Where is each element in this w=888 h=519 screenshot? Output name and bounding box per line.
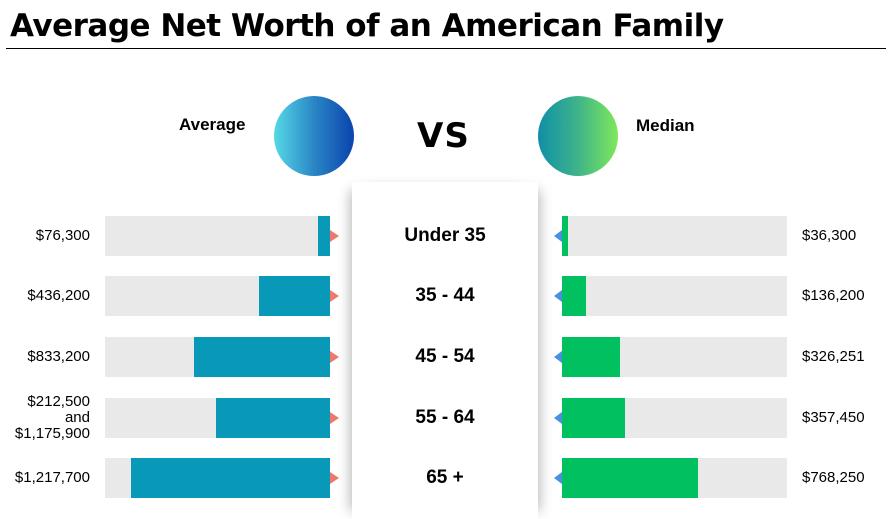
median-marker	[554, 412, 562, 424]
median-marker	[554, 290, 562, 302]
average-header-label: Average	[179, 115, 246, 134]
median-marker	[554, 472, 562, 484]
average-value-line: $1,217,700	[14, 469, 90, 486]
vs-label: VS	[417, 116, 470, 156]
median-bar	[562, 398, 625, 438]
category-label: Under 35	[404, 225, 486, 246]
chart-title: Average Net Worth of an American Family	[10, 8, 724, 44]
category-label: 55 - 64	[415, 407, 475, 428]
average-track	[105, 216, 330, 256]
average-marker	[330, 230, 339, 242]
average-gradient-circle	[274, 96, 354, 176]
center-category-panel	[352, 182, 538, 519]
average-marker	[330, 290, 339, 302]
category-label: 45 - 54	[415, 346, 475, 367]
median-bar	[562, 216, 568, 256]
average-bar	[318, 216, 330, 256]
median-header-label: Median	[636, 116, 695, 135]
median-value-label: $768,250	[802, 469, 865, 486]
average-bar	[131, 458, 330, 498]
median-value-label: $326,251	[802, 348, 865, 365]
median-track	[562, 216, 787, 256]
median-gradient-circle	[538, 96, 618, 176]
average-value-line: and	[64, 409, 90, 426]
average-value-label: $76,300	[0, 228, 90, 244]
average-value-line: $833,200	[27, 348, 90, 365]
average-value-line: $212,500	[27, 393, 90, 410]
median-marker	[554, 230, 562, 242]
average-value-label: $1,217,700	[0, 470, 90, 486]
average-marker	[330, 472, 339, 484]
average-value-line: $1,175,900	[14, 425, 90, 442]
average-bar	[194, 337, 330, 377]
average-marker	[330, 412, 339, 424]
average-value-label: $833,200	[0, 349, 90, 365]
median-value-label: $357,450	[802, 409, 865, 426]
median-bar	[562, 276, 586, 316]
category-label: 35 - 44	[415, 285, 475, 306]
average-value-line: $76,300	[35, 227, 90, 244]
median-bar	[562, 458, 698, 498]
median-bar	[562, 337, 620, 377]
average-bar	[216, 398, 330, 438]
average-value-line: $436,200	[27, 287, 90, 304]
average-value-label: $212,500 and $1,175,900	[0, 394, 90, 442]
title-underline	[6, 48, 886, 49]
category-label: 65 +	[426, 467, 464, 488]
median-marker	[554, 351, 562, 363]
median-value-label: $36,300	[802, 227, 857, 244]
median-value-label: $136,200	[802, 287, 865, 304]
average-value-label: $436,200	[0, 288, 90, 304]
average-marker	[330, 351, 339, 363]
median-track	[562, 276, 787, 316]
average-bar	[259, 276, 330, 316]
